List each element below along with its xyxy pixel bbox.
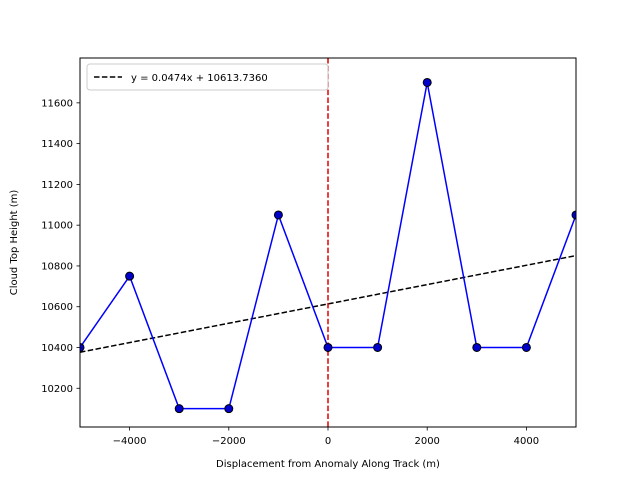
y-tick-label: 11600 [41,98,73,109]
y-tick-label: 10800 [41,261,73,272]
data-point [273,210,283,220]
x-tick-label: 2000 [414,436,439,447]
x-tick-label: 4000 [514,436,539,447]
legend: y = 0.0474x + 10613.7360 [86,63,329,91]
x-tick-label: 0 [325,436,331,447]
regression-line [80,254,576,353]
data-point [422,77,432,87]
y-tick-label: 11200 [41,180,73,191]
y-tick-label: 11000 [41,221,73,232]
y-tick-label: 10200 [41,384,73,395]
legend-label: y = 0.0474x + 10613.7360 [131,73,268,84]
data-point [472,342,482,352]
data-point [80,342,85,352]
legend-box [86,63,329,91]
y-tick-label: 11400 [41,139,73,150]
y-axis-label: Cloud Top Height (m) [9,190,20,296]
data-point [174,404,184,414]
data-point [521,342,531,352]
y-tick-label: 10400 [41,343,73,354]
data-point [571,210,576,220]
data-point [373,342,383,352]
data-point [224,404,234,414]
data-point [323,342,333,352]
y-tick-label: 10600 [41,302,73,313]
x-axis-label: Displacement from Anomaly Along Track (m… [216,459,440,470]
x-tick-label: −2000 [212,436,246,447]
data-point [125,271,135,281]
x-tick-label: −4000 [113,436,147,447]
